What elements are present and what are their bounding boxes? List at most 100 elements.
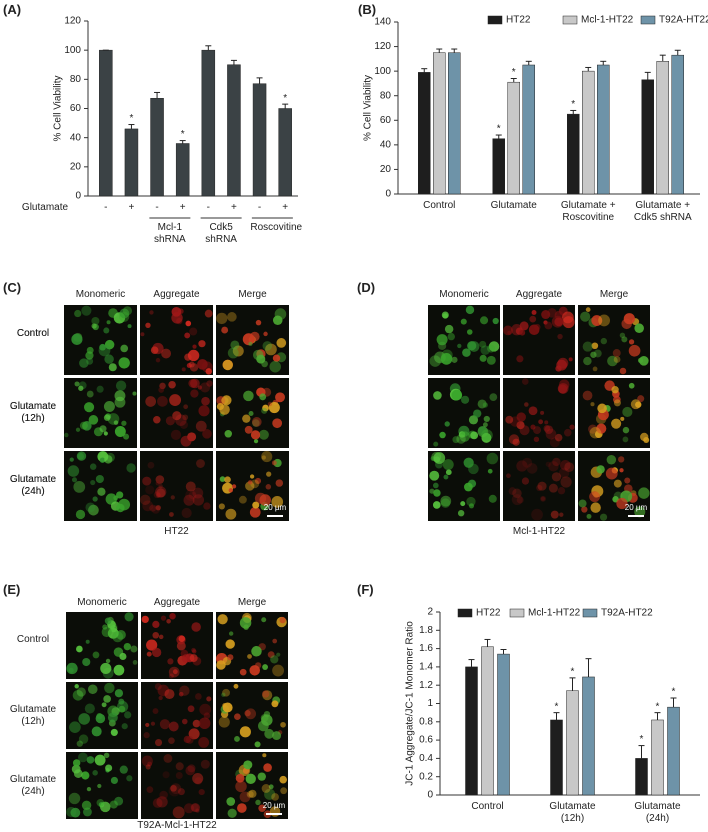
cell [248,341,253,347]
cell [264,788,276,800]
cell [149,310,154,315]
cell [150,346,159,354]
y-tick-label: 20 [70,161,82,172]
cell [187,764,196,773]
cell [103,400,115,412]
cell [433,452,446,464]
micrograph [503,305,575,375]
cell [436,334,448,346]
bar [550,719,563,796]
cell [444,324,454,334]
cell [544,321,553,330]
cell [250,430,261,440]
micrograph [503,451,575,521]
cell [159,790,168,800]
cell [634,506,646,518]
cell [245,481,255,491]
cell [192,719,201,728]
x-tick-label: - [257,202,262,213]
cell [168,380,176,389]
y-tick-label: 120 [64,16,81,27]
cell [230,340,240,350]
cell [79,358,89,368]
cell [263,331,268,337]
cell [547,308,557,318]
cell [589,491,601,503]
y-tick-label: 1.4 [419,662,433,673]
cell [258,429,269,440]
cell [445,469,452,476]
cell [99,425,107,433]
cell [92,770,98,776]
significance-star: * [497,124,501,135]
cell [432,501,441,509]
y-axis-label: % Cell Viability [53,76,64,142]
error-bar [451,48,458,53]
cell [439,431,446,439]
cell [560,460,571,471]
cell [141,615,149,624]
cell [189,327,198,336]
x-tick-label: - [206,202,210,213]
micrograph [140,451,213,521]
cell [440,495,452,507]
cell [121,420,127,426]
cell [239,617,252,629]
error-bar [525,60,532,65]
cell [153,491,161,499]
cell [607,355,618,367]
micrograph [216,682,288,749]
cell [74,309,82,318]
cell [262,404,269,412]
cell [100,662,112,674]
cell [264,728,275,739]
cell [147,761,153,767]
cell [255,319,262,326]
bar [448,52,461,195]
cell [612,349,621,358]
cell [433,489,441,497]
cell [551,472,562,482]
y-tick-label: 1.8 [419,625,433,636]
cell [203,502,211,510]
cell [112,631,124,643]
cell [260,713,269,722]
cell [185,320,192,327]
cell [467,341,477,351]
cell [95,713,106,724]
cell [257,772,266,781]
cell [99,343,106,351]
cell [191,803,200,813]
bar [433,52,446,195]
cell [271,496,284,508]
cell [216,312,228,325]
y-tick-label: 1.2 [419,680,433,691]
column-header: Aggregate [153,289,200,300]
cell [202,429,212,439]
cell [562,311,574,324]
error-bar [600,60,607,65]
cell [145,722,150,728]
cell [227,347,239,359]
cell [622,436,629,443]
cell [178,635,186,643]
cell [185,736,194,744]
significance-star: * [672,687,676,698]
cell [269,360,281,373]
cell [486,355,496,365]
cell [99,451,107,459]
cell [545,461,551,467]
y-tick-label: 40 [70,132,82,143]
cell [145,764,151,770]
cell [440,353,453,365]
cell [429,355,441,367]
cell [198,788,205,796]
cell [192,344,197,349]
cell [78,734,89,744]
group-label: Mcl-1 shRNA [154,222,186,245]
cell [557,383,569,394]
cell [162,771,170,779]
cell [261,407,268,414]
cell [168,737,175,744]
cell [73,769,83,778]
